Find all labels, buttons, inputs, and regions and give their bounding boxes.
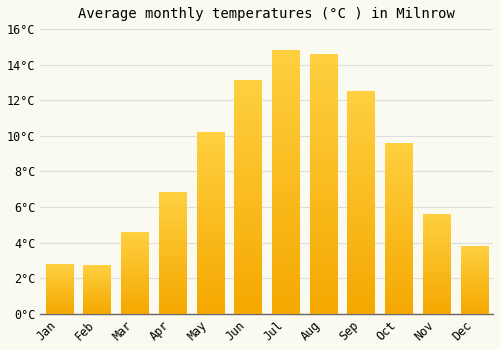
Title: Average monthly temperatures (°C ) in Milnrow: Average monthly temperatures (°C ) in Mi… — [78, 7, 455, 21]
